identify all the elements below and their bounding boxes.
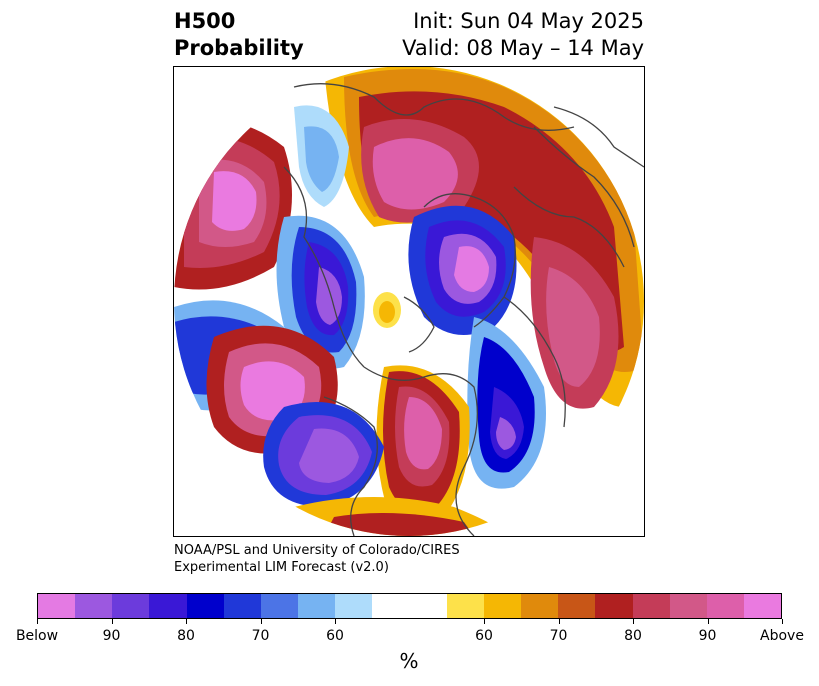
colorbar-tick-label: 70 — [549, 628, 568, 644]
colorbar-tickmark — [111, 619, 113, 624]
colorbar-tick-label: 90 — [102, 628, 121, 644]
colorbar-tickmark — [633, 619, 634, 624]
probability-field — [174, 67, 644, 536]
colorbar-swatch — [446, 594, 484, 618]
colorbar-swatch — [483, 594, 522, 618]
colorbar-tickmark — [37, 619, 38, 624]
colorbar-swatch — [260, 594, 299, 618]
colorbar-tick-label: 80 — [177, 628, 195, 644]
colorbar-swatch — [38, 594, 76, 618]
colorbar-swatch — [372, 594, 410, 618]
colorbar-tickmark — [260, 619, 262, 624]
colorbar-swatch — [521, 594, 559, 618]
title-metric: Probability — [174, 36, 304, 60]
colorbar-tick-label: 70 — [251, 628, 270, 644]
colorbar-swatch — [112, 594, 150, 618]
colorbar-tick-label: Below — [15, 628, 59, 644]
colorbar-swatch — [75, 594, 113, 618]
colorbar-tickmark — [707, 619, 709, 624]
coastlines — [283, 83, 644, 536]
colorbar-tick-label: 60 — [326, 628, 344, 644]
colorbar-tick-label: 80 — [624, 628, 642, 644]
valid-range: Valid: 08 May – 14 May — [402, 36, 644, 60]
colorbar-tick-label: Above — [760, 628, 804, 644]
init-date: Init: Sun 04 May 2025 — [413, 9, 644, 33]
colorbar-tickmark — [335, 619, 336, 624]
colorbar-swatch — [409, 594, 447, 618]
colorbar-swatch — [595, 594, 633, 618]
credit-line-2: Experimental LIM Forecast (v2.0) — [174, 560, 389, 575]
credit-text: NOAA/PSL and University of Colorado/CIRE… — [174, 542, 460, 576]
colorbar-swatch — [706, 594, 744, 618]
colorbar — [37, 593, 782, 619]
colorbar-swatch — [632, 594, 670, 618]
colorbar-swatch — [223, 594, 261, 618]
colorbar-tickmark — [186, 619, 187, 624]
colorbar-swatch — [298, 594, 336, 618]
colorbar-unit: % — [399, 649, 419, 673]
credit-line-1: NOAA/PSL and University of Colorado/CIRE… — [174, 543, 460, 558]
colorbar-tick-label: 60 — [475, 628, 493, 644]
polar-map — [173, 66, 645, 537]
colorbar-swatch — [558, 594, 596, 618]
map-title: H500 Probability — [174, 8, 304, 62]
forecast-dates: Init: Sun 04 May 2025 Valid: 08 May – 14… — [402, 8, 644, 62]
title-variable: H500 — [174, 9, 236, 33]
colorbar-swatch — [186, 594, 224, 618]
colorbar-tick-label: 90 — [698, 628, 717, 644]
colorbar-swatch — [669, 594, 707, 618]
colorbar-tickmark — [484, 619, 485, 624]
colorbar-swatch — [743, 594, 782, 618]
colorbar-tickmark — [558, 619, 560, 624]
colorbar-tickmark — [782, 619, 783, 624]
colorbar-swatch — [149, 594, 187, 618]
colorbar-swatch — [335, 594, 373, 618]
